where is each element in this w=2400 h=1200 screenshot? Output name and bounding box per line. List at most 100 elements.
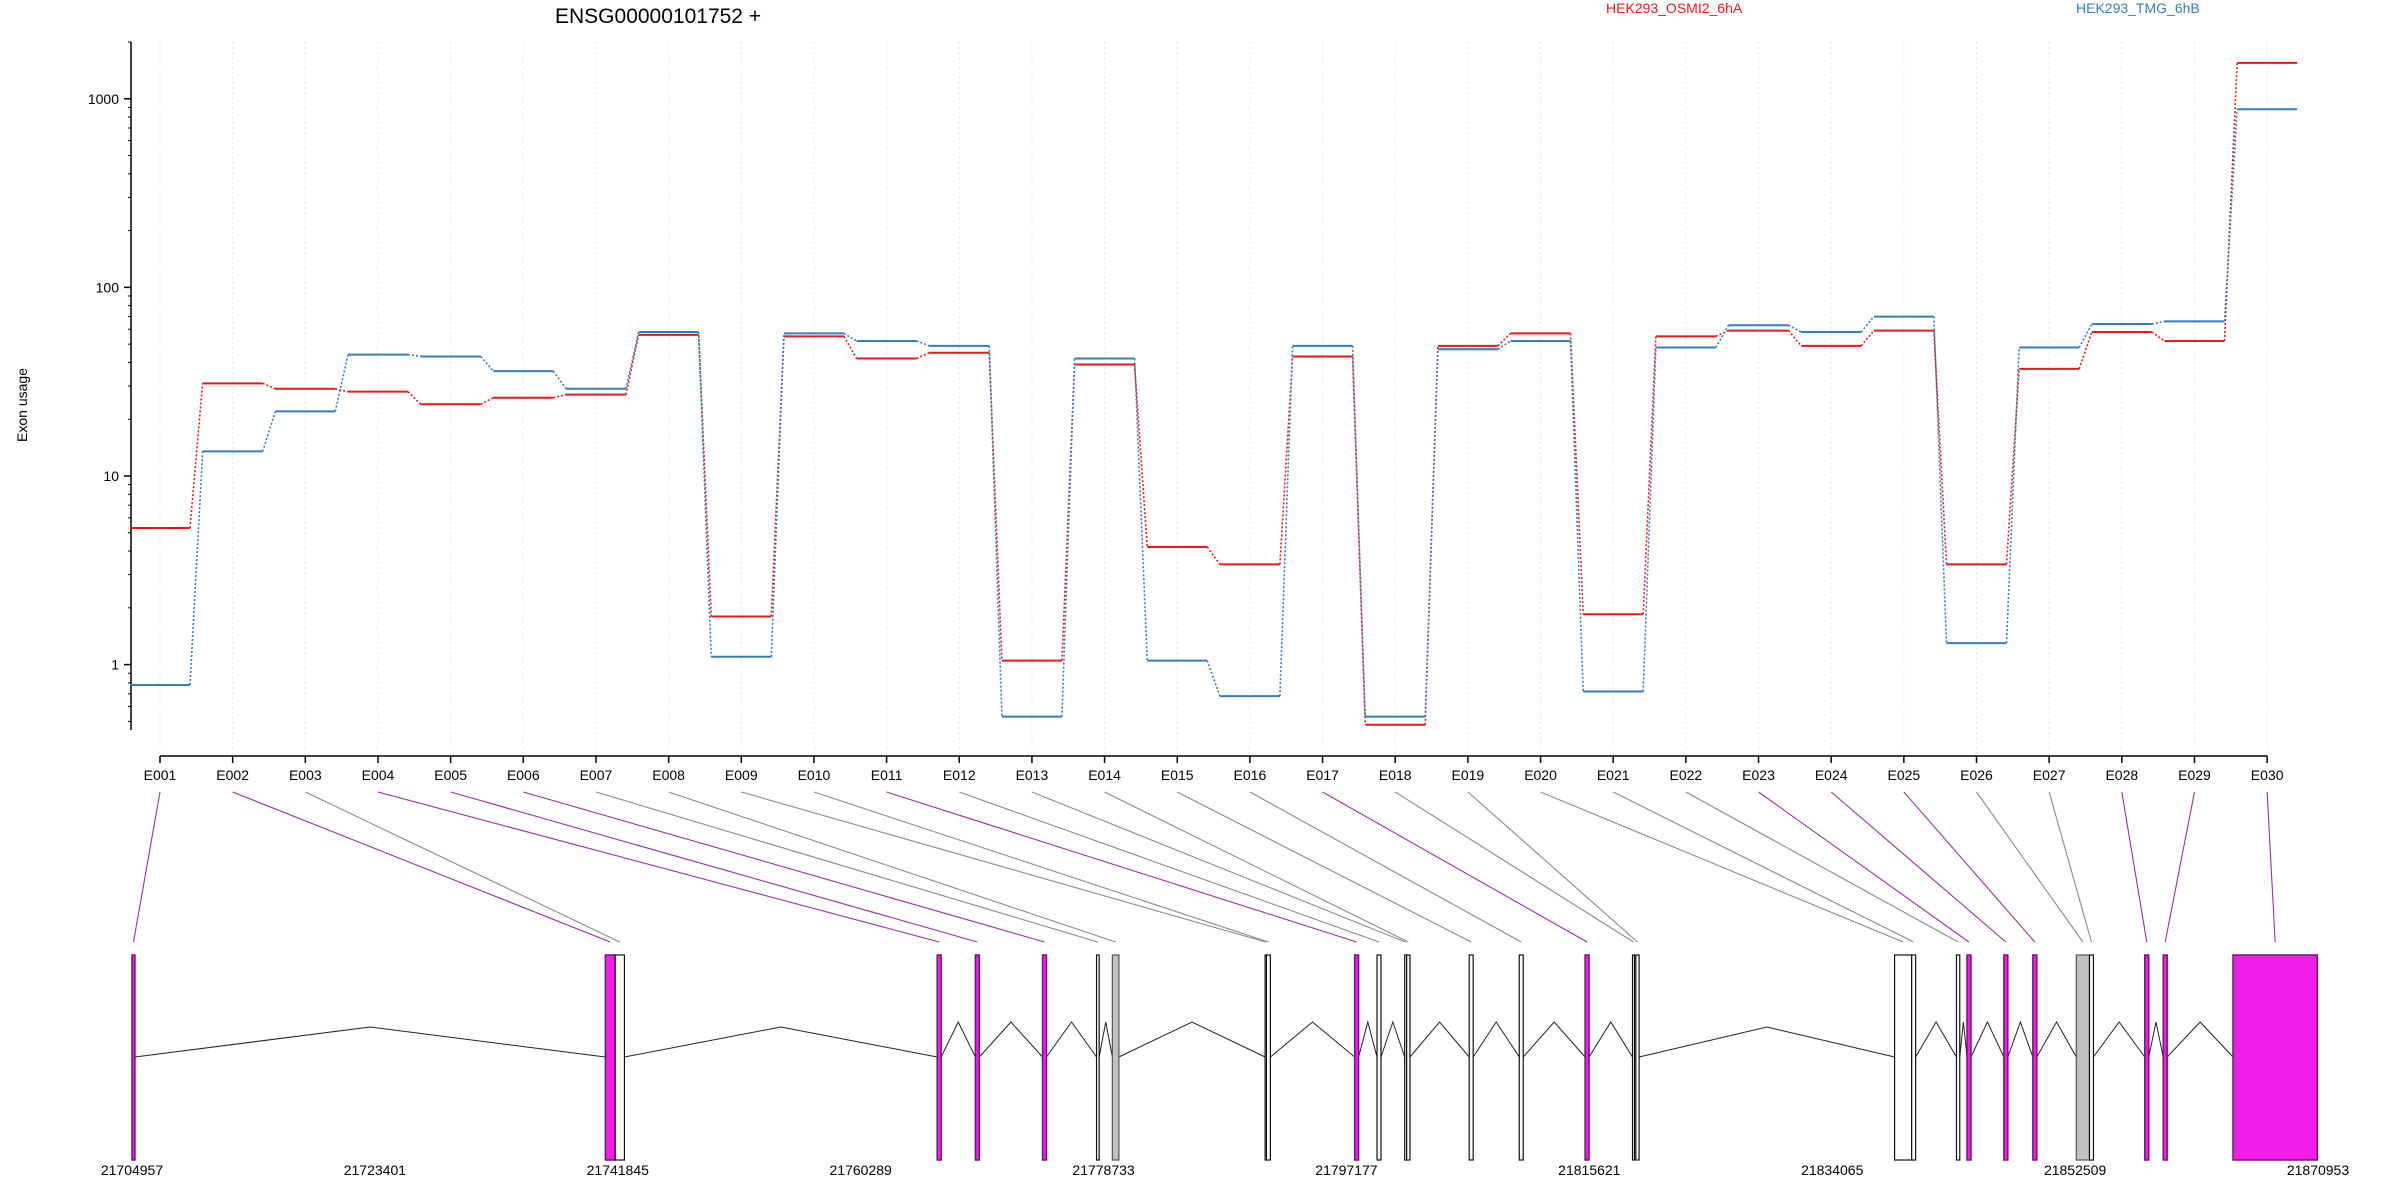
x-tick-label: E020	[1524, 767, 1557, 783]
intron-line	[1358, 1020, 1378, 1058]
y-axis-label: Exon usage	[14, 368, 30, 442]
series-connector	[697, 331, 713, 657]
series-connector	[189, 383, 204, 529]
x-tick-label: E029	[2178, 767, 2211, 783]
genomic-coordinate-label: 21852509	[2044, 1162, 2107, 1178]
exon-box	[1966, 954, 1972, 1161]
x-tick-label: E008	[652, 767, 685, 783]
intron-line	[1270, 1021, 1355, 1058]
chart-title: ENSG00000101752 +	[555, 5, 761, 28]
exon-connector	[232, 791, 611, 943]
series-connector	[625, 331, 640, 389]
exon-box	[1631, 954, 1636, 1161]
series-connector	[262, 382, 276, 390]
series-connector	[1569, 340, 1584, 692]
exon-box	[2075, 954, 2091, 1161]
series-connector	[2223, 62, 2238, 341]
y-tick-label: 1000	[88, 91, 119, 107]
x-tick-label: E006	[507, 767, 540, 783]
intron-line	[940, 1020, 976, 1058]
intron-line	[1638, 1026, 1895, 1058]
x-tick-label: E025	[1887, 767, 1920, 783]
genomic-coordinate-label: 21870953	[2287, 1162, 2350, 1178]
x-tick-label: E017	[1306, 767, 1339, 783]
exon-box	[2088, 954, 2095, 1161]
exon-box	[2032, 954, 2038, 1161]
exon-connector	[595, 791, 1099, 943]
series-connector	[1061, 358, 1076, 717]
series-connector	[697, 334, 713, 617]
series-connector	[407, 353, 421, 358]
series-connector	[2151, 331, 2165, 342]
series-connector	[480, 397, 494, 405]
exon-box	[936, 954, 942, 1161]
exon-box	[131, 954, 136, 1161]
series-connector	[2005, 347, 2020, 644]
series-connector	[1424, 349, 1439, 717]
series-2	[130, 108, 2298, 718]
x-tick-label: E014	[1088, 767, 1121, 783]
intron-line	[2036, 1020, 2077, 1058]
series-connector	[2078, 323, 2093, 348]
intron-line	[1118, 1021, 1266, 1058]
intron-line	[624, 1026, 938, 1058]
series-connector	[1569, 333, 1584, 615]
series-connector	[1933, 316, 1948, 644]
series-connector	[189, 451, 204, 685]
exon-connector	[1104, 791, 1409, 943]
x-tick-label: E026	[1960, 767, 1993, 783]
gene-model: 21704957 21723401 21741845 21760289 21778733…	[101, 954, 2350, 1178]
exon-connector	[1322, 791, 1588, 943]
x-tick-label: E015	[1161, 767, 1194, 783]
x-tick-label: E022	[1670, 767, 1703, 783]
exon-connector	[2048, 791, 2092, 943]
intron-line	[1472, 1021, 1520, 1058]
intron-line	[2148, 1021, 2164, 1058]
x-tick-label: E011	[871, 767, 903, 783]
intron-line	[1380, 1020, 1406, 1058]
series-connector	[916, 340, 930, 347]
genomic-coordinate-label: 21760289	[830, 1162, 893, 1178]
x-tick-label: E003	[289, 767, 322, 783]
exon-connector-lines	[132, 791, 2276, 943]
x-tick-label: E002	[216, 767, 249, 783]
series-connector	[335, 387, 349, 393]
exon-connector	[1685, 791, 1959, 943]
exon-connector	[132, 791, 161, 943]
series-connector	[261, 411, 277, 452]
exon-box	[1265, 954, 1271, 1161]
exon-connector	[1976, 791, 2084, 943]
exon-connector	[1467, 791, 1638, 943]
series-connector	[2223, 109, 2238, 322]
x-tick-label: E024	[1815, 767, 1848, 783]
exon-box	[1406, 954, 1411, 1161]
exon-connector	[741, 791, 1266, 943]
x-tick-label: E012	[943, 767, 976, 783]
intron-line	[1522, 1021, 1586, 1058]
exon-box	[1584, 954, 1590, 1161]
exon-box	[1468, 954, 1474, 1161]
exon-connector	[1176, 791, 1472, 943]
exon-connector	[2121, 791, 2148, 943]
exon-connector	[1903, 791, 2036, 943]
x-tick-label: E016	[1234, 767, 1267, 783]
exon-connector	[450, 791, 978, 943]
exon-box	[2144, 954, 2150, 1161]
exon-connector	[1249, 791, 1522, 943]
x-tick-label: E027	[2033, 767, 2066, 783]
y-tick-label: 100	[96, 279, 120, 295]
series-connector	[770, 333, 785, 657]
intron-line	[2093, 1021, 2146, 1058]
series-connector	[1933, 330, 1948, 565]
x-tick-label: E007	[580, 767, 613, 783]
x-tick-label: E030	[2251, 767, 2284, 783]
series-connector	[625, 334, 640, 395]
series-connector	[916, 352, 930, 360]
x-tick-label: E019	[1452, 767, 1485, 783]
exon-connector	[886, 791, 1357, 943]
genomic-coordinate-label: 21741845	[587, 1162, 650, 1178]
exon-box	[614, 954, 626, 1161]
series-connector	[1788, 324, 1802, 333]
exon-connector	[668, 791, 1116, 943]
